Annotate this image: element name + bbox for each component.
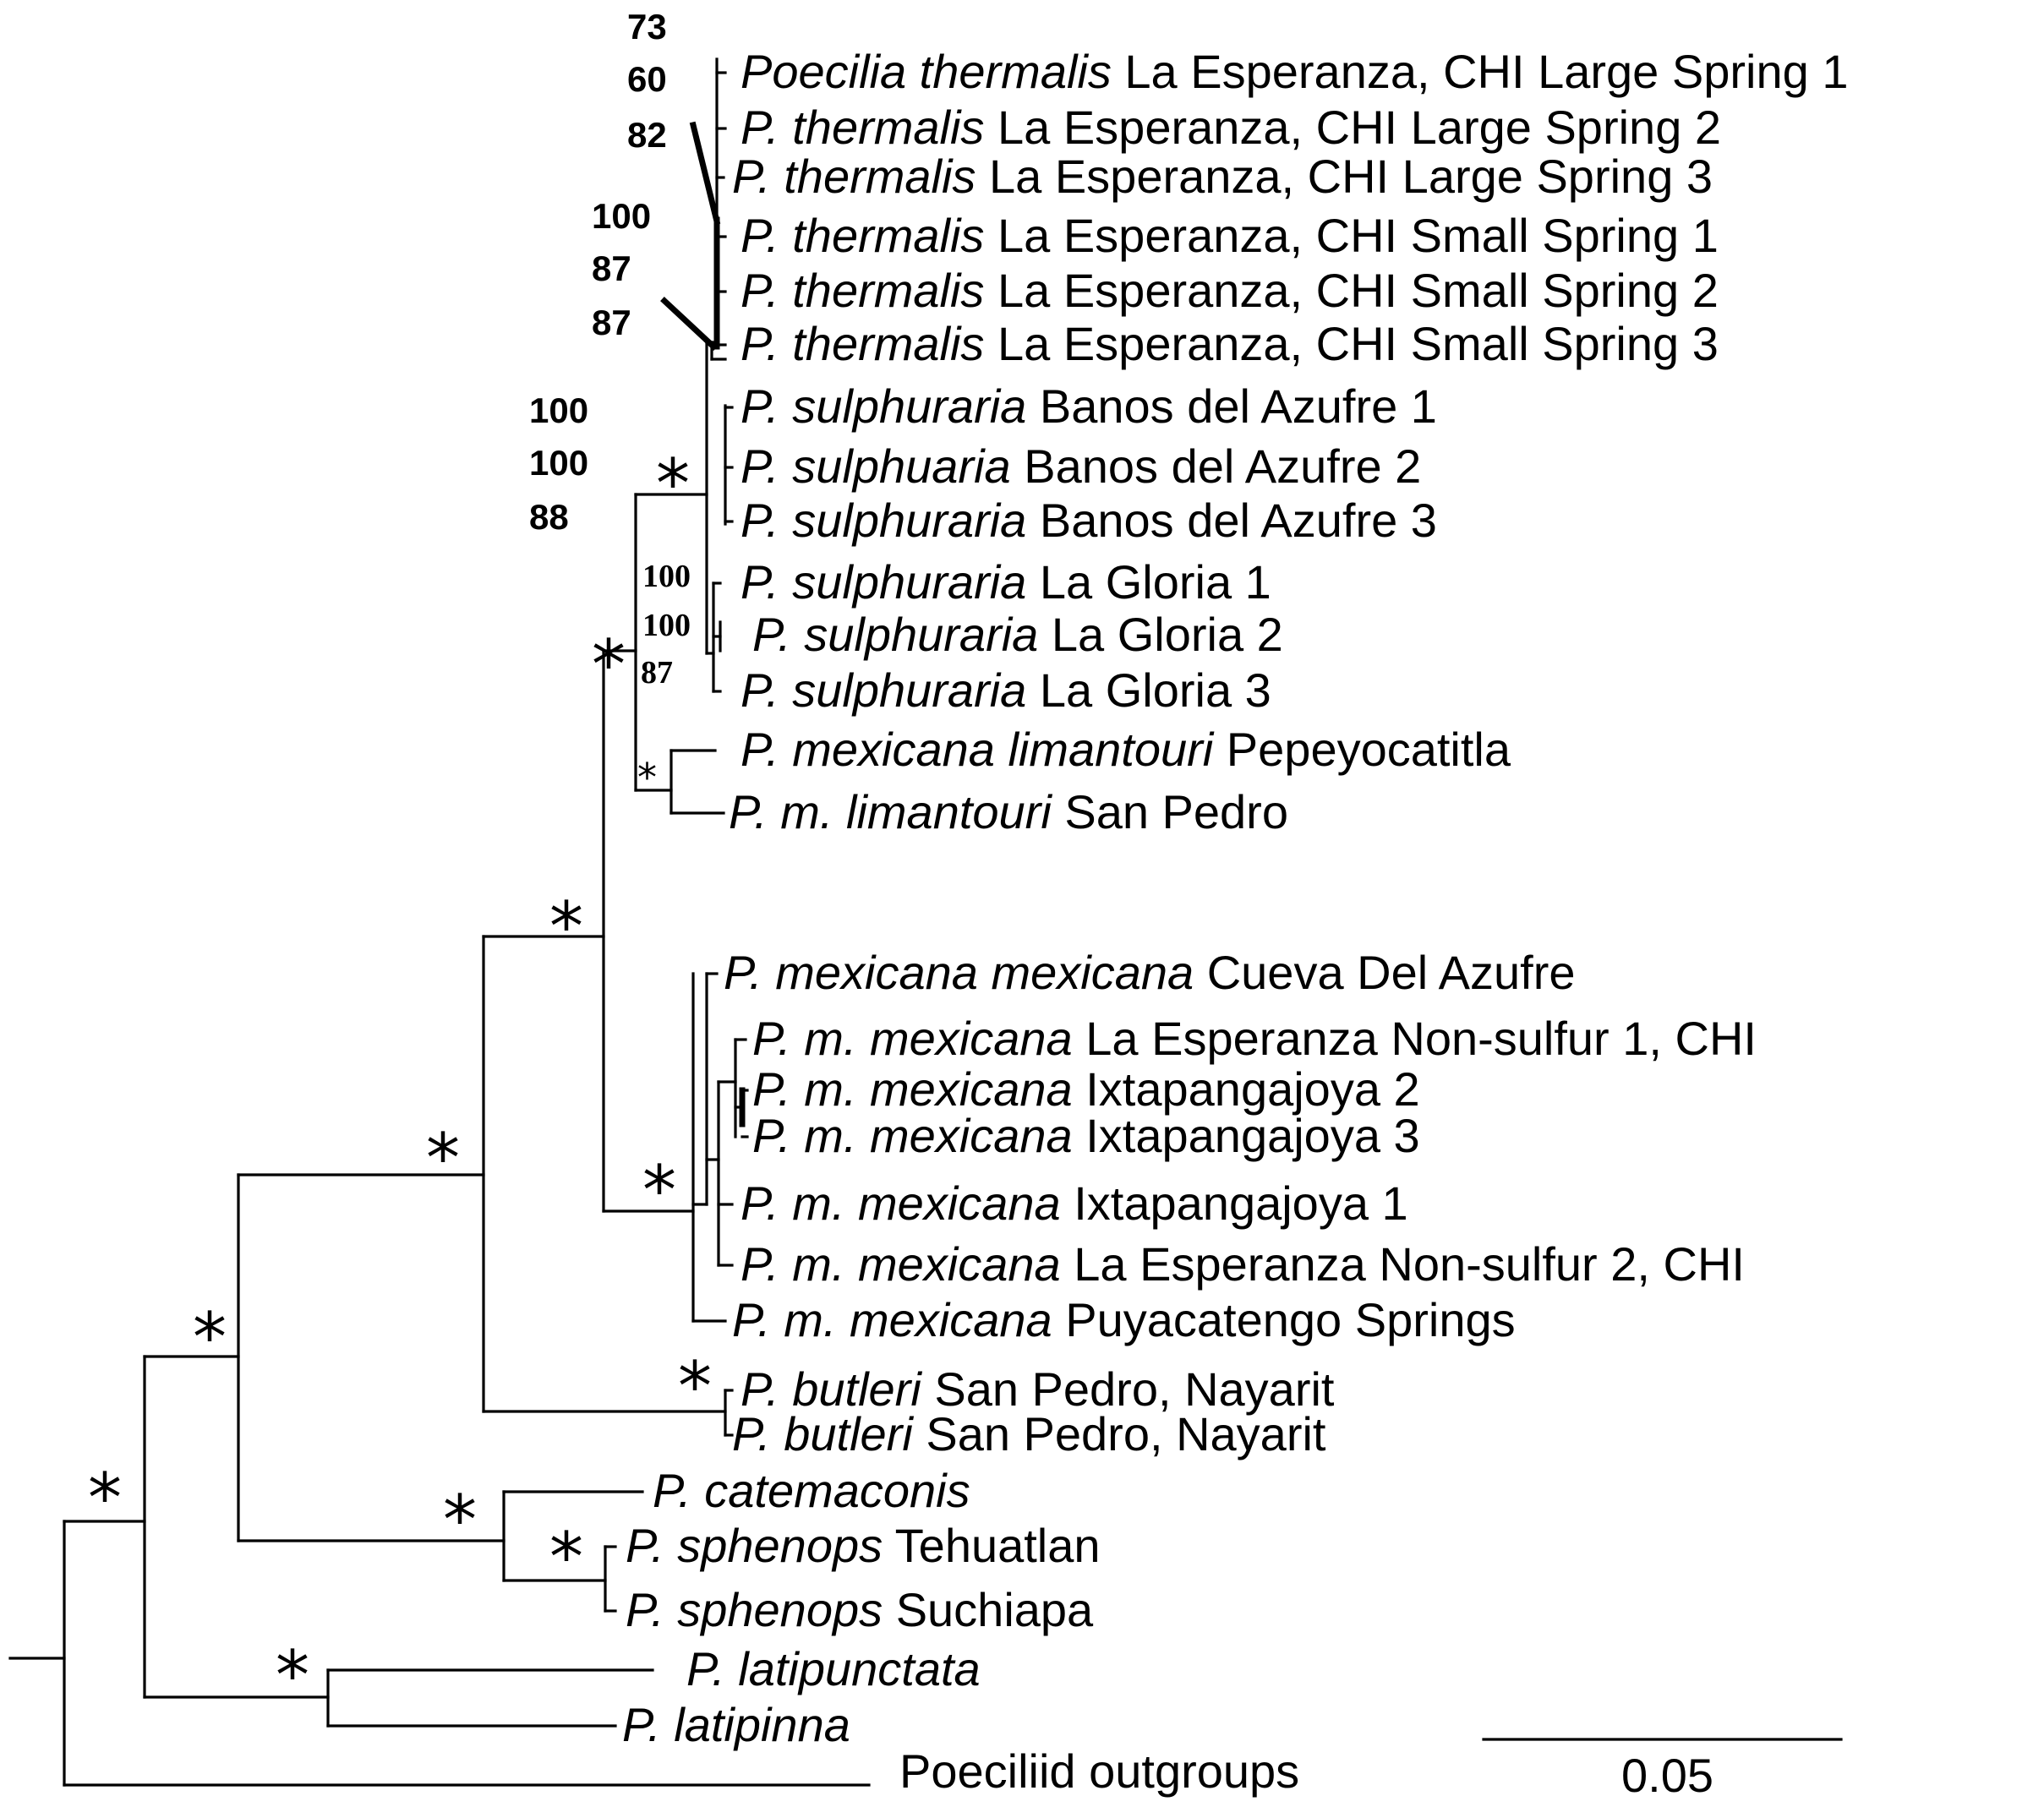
scale-bar-label: 0.05 [1621,1749,1713,1802]
support-star-icon: * [88,1459,122,1537]
taxon-label: P. mexicana limantouri Pepeyocatitla [741,723,1511,776]
taxon-label: P. sulphuraria Banos del Azufre 1 [741,379,1437,433]
taxon-label: P. sulphuraria La Gloria 3 [741,663,1271,717]
support-star-icon: * [549,887,583,966]
taxon-label: P. butleri San Pedro, Nayarit [741,1362,1335,1416]
taxon-label: P. sphenops Tehuatlan [626,1519,1101,1572]
taxon-label: P. mexicana mexicana Cueva Del Azufre [724,946,1576,999]
support-value: 82 [627,115,667,155]
taxon-label: P. sulphuraria Banos del Azufre 3 [741,494,1437,547]
support-value: 87 [592,248,631,288]
taxon-label: P. sphenops Suchiapa [626,1583,1094,1636]
taxon-label: P. catemaconis [653,1464,970,1517]
taxon-label: P. m. mexicana Puyacatengo Springs [732,1293,1516,1346]
support-value: 88 [529,497,569,537]
support-pointer-small [660,297,718,351]
support-values: 73 60 82 100 87 87 100 100 88 100 100 87 [529,7,691,691]
support-value: 60 [627,59,667,99]
taxon-label: P. m. mexicana Ixtapangajoya 1 [741,1176,1408,1230]
support-star-icon: * [642,1151,676,1230]
support-star-icon: * [656,445,690,523]
taxon-label: P. butleri San Pedro, Nayarit [732,1407,1326,1460]
support-value: 100 [642,608,691,643]
support-pointer-large [689,121,721,226]
support-value: 100 [642,559,691,594]
taxon-label: P. sulphuaria Banos del Azufre 2 [741,439,1421,493]
support-star-icon: * [549,1518,583,1597]
taxon-label: Poecilia thermalis La Esperanza, CHI Lar… [741,45,1848,98]
taxon-label: P. latipinna [622,1698,850,1751]
taxon-label: P. m. mexicana Ixtapangajoya 2 [752,1062,1420,1116]
support-value: 100 [529,390,588,430]
support-star-icon: * [678,1347,712,1426]
taxon-label: P. sulphuraria La Gloria 2 [752,608,1283,661]
support-star-icon: * [443,1481,477,1559]
support-value: 87 [592,303,631,342]
support-star-icon: * [592,625,626,704]
taxon-label: P. m. mexicana La Esperanza Non-sulfur 1… [752,1012,1757,1065]
taxon-label: P. thermalis La Esperanza, CHI Small Spr… [741,209,1719,262]
support-value: 100 [592,196,651,236]
taxon-label: P. sulphuraria La Gloria 1 [741,555,1271,609]
taxon-label: P. m. mexicana Ixtapangajoya 3 [752,1109,1420,1162]
support-value: 87 [641,655,673,691]
taxon-label: P. m. limantouri San Pedro [729,785,1288,838]
support-value: 100 [529,443,588,483]
taxon-label: P. latipunctata [686,1642,981,1695]
taxon-label: P. thermalis La Esperanza, CHI Small Spr… [741,264,1719,317]
support-star-icon: * [193,1298,227,1377]
tree-branches [8,57,1843,1787]
support-star-icon: * [637,755,657,800]
taxon-label: Poeciliid outgroups [899,1744,1299,1798]
support-star-icon: * [276,1636,309,1715]
taxon-label: P. m. mexicana La Esperanza Non-sulfur 2… [741,1237,1745,1291]
taxon-label: P. thermalis La Esperanza, CHI Small Spr… [741,317,1719,370]
support-stars: * * * * * * * * * * * * [88,445,712,1715]
taxon-label: P. thermalis La Esperanza, CHI Large Spr… [732,150,1713,203]
support-star-icon: * [426,1119,460,1198]
tip-labels: Poecilia thermalis La Esperanza, CHI Lar… [622,45,1848,1798]
taxon-label: P. thermalis La Esperanza, CHI Large Spr… [741,101,1721,154]
support-value: 73 [627,7,667,46]
